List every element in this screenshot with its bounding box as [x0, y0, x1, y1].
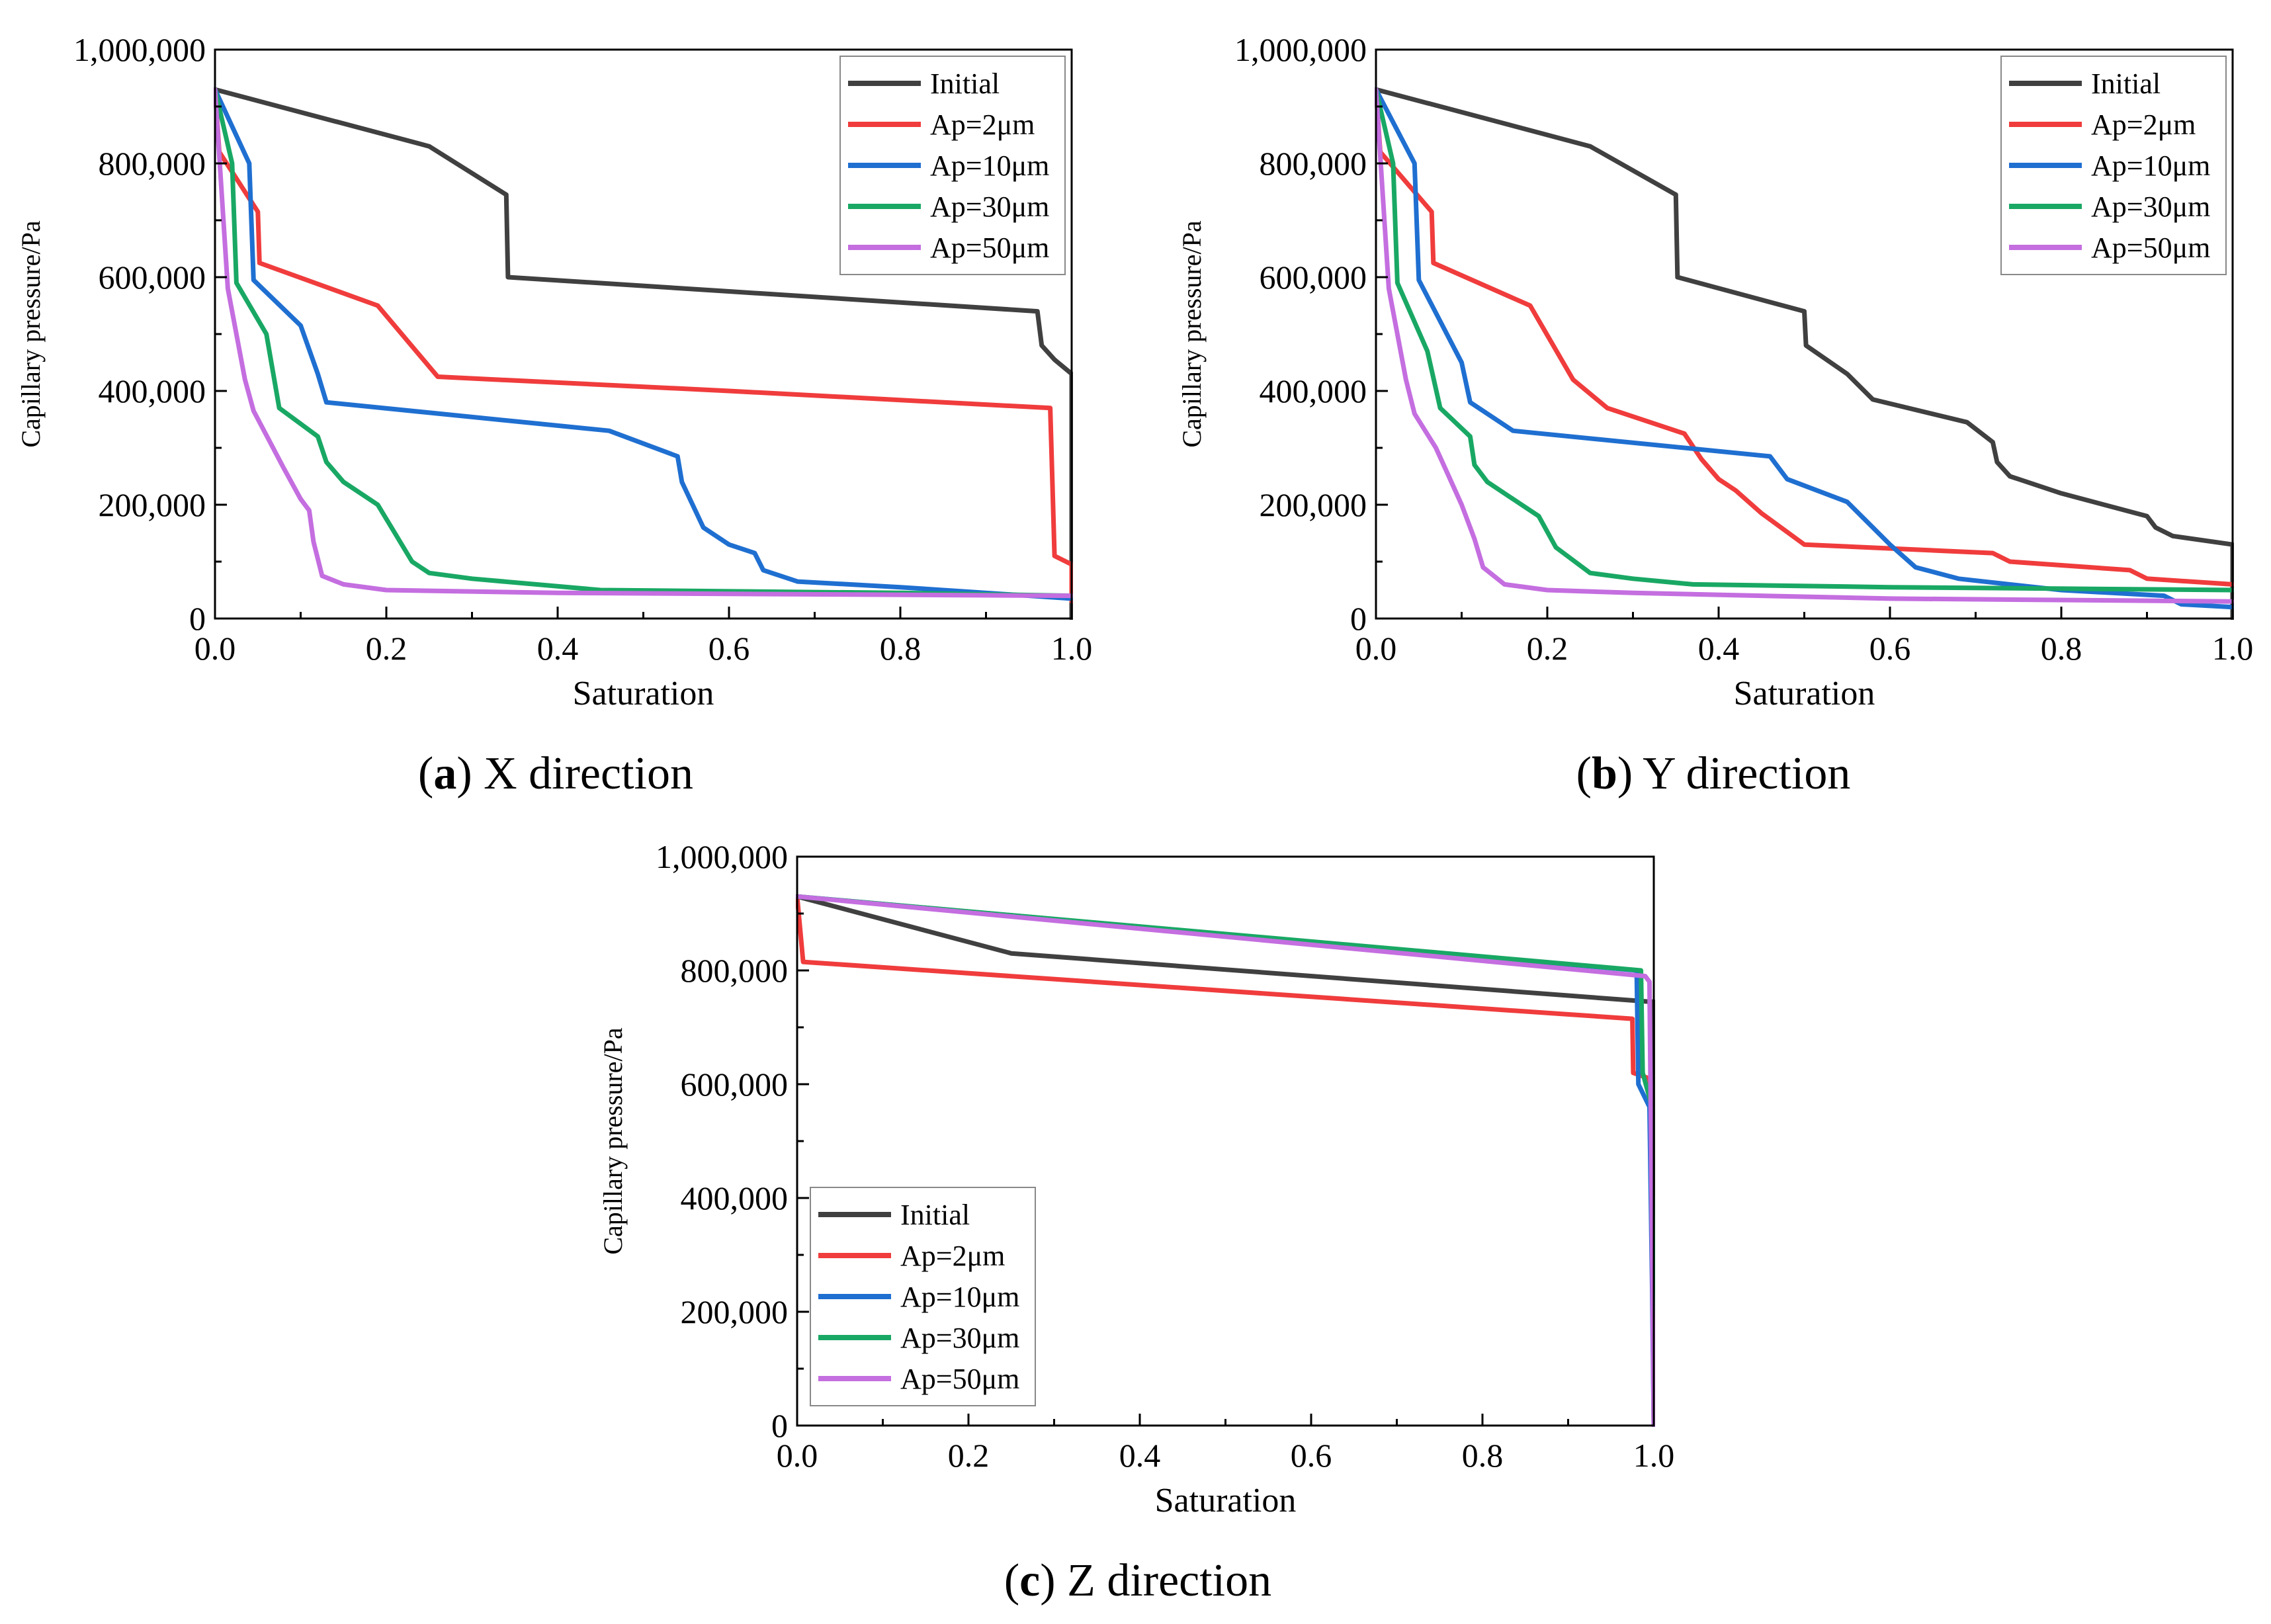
legend-entry-0: Initial: [900, 1199, 970, 1231]
caption-y-direction: (b) Y direction: [1576, 748, 1851, 799]
y-tick-label: 200,000: [1260, 486, 1367, 523]
legend-entry-3: Ap=30μm: [900, 1322, 1019, 1354]
y-axis-title: Capillary pressure/Pa: [16, 220, 46, 447]
legend: Initial Ap=2μm Ap=10μm Ap=30μm Ap=50μm: [2000, 56, 2227, 275]
x-tick-label: 0.2: [1527, 630, 1568, 667]
series-group: [1375, 87, 2234, 620]
y-tick-label: 400,000: [681, 1179, 789, 1217]
x-tick-label: 0.2: [948, 1437, 990, 1474]
y-tick-label: 600,000: [99, 259, 206, 296]
legend-entry-2: Ap=10μm: [900, 1281, 1019, 1313]
legend-entry-4: Ap=50μm: [900, 1363, 1019, 1395]
series-line-0: [214, 87, 1073, 620]
legend-entry-3: Ap=30μm: [930, 191, 1049, 223]
legend-entry-4: Ap=50μm: [2091, 232, 2210, 264]
legend-entry-3: Ap=30μm: [2091, 191, 2210, 223]
chart-panel-x-direction: 0.0 0.2 0.4 0.6 0.8 1.0 0 200,000 400,000 600,000…: [0, 26, 1111, 748]
chart-panel-z-direction: 0.0 0.2 0.4 0.6 0.8 1.0 0 200,000 400,000 600,000…: [582, 833, 1693, 1555]
x-axis-title: Saturation: [1155, 1482, 1297, 1519]
y-tick-label: 800,000: [1260, 145, 1367, 182]
legend-entry-1: Ap=2μm: [930, 108, 1035, 141]
x-tick-label: 0.0: [1355, 630, 1397, 667]
series-line-3: [214, 87, 1073, 599]
y-tick-label: 0: [189, 600, 206, 637]
caption-letter: a: [433, 748, 457, 799]
legend-entry-0: Initial: [930, 67, 1000, 100]
caption-text: Z direction: [1067, 1555, 1272, 1606]
series-line-1: [1375, 87, 2234, 587]
y-tick-label: 200,000: [99, 486, 206, 523]
series-line-2: [1375, 87, 2234, 610]
y-tick-label: 1,000,000: [656, 838, 788, 875]
series-line-0: [1375, 87, 2234, 620]
x-tick-label: 0.4: [537, 630, 579, 667]
y-tick-label: 800,000: [681, 952, 789, 989]
chart-svg-z: 0.0 0.2 0.4 0.6 0.8 1.0 0 200,000 400,000 600,000…: [598, 838, 1675, 1519]
y-tick-label: 400,000: [1260, 372, 1367, 409]
x-tick-label: 1.0: [2212, 630, 2254, 667]
y-tick-label: 800,000: [99, 145, 206, 182]
legend-entry-1: Ap=2μm: [2091, 108, 2196, 141]
y-tick-label: 200,000: [681, 1293, 789, 1330]
y-tick-label: 0: [1350, 600, 1367, 637]
y-tick-label: 0: [771, 1407, 788, 1444]
series-line-2: [214, 87, 1073, 601]
y-axis-title: Capillary pressure/Pa: [1177, 220, 1207, 447]
caption-text: X direction: [484, 748, 693, 799]
caption-x-direction: (a) X direction: [418, 748, 693, 799]
legend: Initial Ap=2μm Ap=10μm Ap=30μm Ap=50μm: [810, 1187, 1036, 1406]
legend-entry-0: Initial: [2091, 67, 2161, 100]
y-tick-label: 600,000: [1260, 259, 1367, 296]
chart-svg-x: 0.0 0.2 0.4 0.6 0.8 1.0 0 200,000 400,000 600,000…: [16, 31, 1093, 712]
x-tick-label: 0.6: [1869, 630, 1911, 667]
chart-svg-y: 0.0 0.2 0.4 0.6 0.8 1.0 0 200,000 400,000 600,000…: [1177, 31, 2254, 712]
x-axis-title: Saturation: [1734, 675, 1875, 712]
x-tick-label: 0.4: [1698, 630, 1740, 667]
series-line-4: [796, 894, 1655, 1427]
caption-text: Y direction: [1643, 748, 1851, 799]
series-line-1: [214, 87, 1073, 604]
y-axis-title: Capillary pressure/Pa: [598, 1027, 628, 1254]
legend-entry-4: Ap=50μm: [930, 232, 1049, 264]
caption-letter: c: [1019, 1555, 1041, 1606]
caption-z-direction: (c) Z direction: [1004, 1555, 1272, 1606]
chart-panel-y-direction: 0.0 0.2 0.4 0.6 0.8 1.0 0 200,000 400,000 600,000…: [1161, 26, 2271, 748]
x-tick-label: 0.8: [2041, 630, 2082, 667]
legend-entry-2: Ap=10μm: [930, 150, 1049, 182]
series-group: [214, 87, 1073, 620]
x-tick-label: 1.0: [1633, 1437, 1675, 1474]
legend: Initial Ap=2μm Ap=10μm Ap=30μm Ap=50μm: [839, 56, 1066, 275]
caption-letter: b: [1591, 748, 1617, 799]
x-tick-label: 0.8: [1462, 1437, 1504, 1474]
x-tick-label: 0.4: [1119, 1437, 1161, 1474]
x-tick-label: 1.0: [1051, 630, 1093, 667]
y-tick-label: 1,000,000: [1234, 31, 1367, 68]
x-tick-label: 0.8: [880, 630, 921, 667]
series-line-4: [214, 87, 1073, 599]
x-tick-label: 0.6: [1291, 1437, 1332, 1474]
x-tick-label: 0.2: [366, 630, 407, 667]
series-line-4: [1375, 87, 2234, 604]
legend-entry-2: Ap=10μm: [2091, 150, 2210, 182]
x-axis-title: Saturation: [573, 675, 714, 712]
x-tick-label: 0.0: [194, 630, 236, 667]
y-tick-label: 600,000: [681, 1066, 789, 1103]
y-tick-label: 400,000: [99, 372, 206, 409]
y-tick-label: 1,000,000: [73, 31, 206, 68]
x-tick-label: 0.6: [708, 630, 750, 667]
x-tick-label: 0.0: [777, 1437, 818, 1474]
legend-entry-1: Ap=2μm: [900, 1240, 1005, 1272]
series-line-3: [1375, 87, 2234, 593]
